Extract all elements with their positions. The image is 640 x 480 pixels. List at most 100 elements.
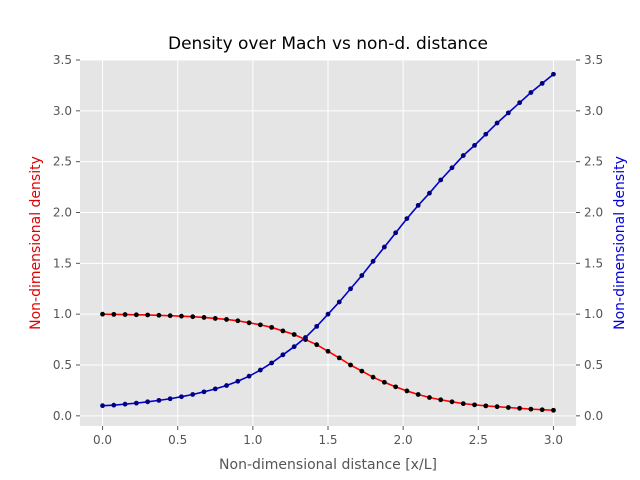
series-2-point [122,401,128,407]
series-1-point [133,312,139,318]
series-1-point [370,374,376,380]
series-1-point [551,407,556,413]
chart-title: Density over Mach vs non-d. distance [168,34,488,54]
series-1-point [190,314,196,320]
y-axis-label-left: Non-dimensional density [28,156,44,330]
series-2-point [257,367,263,373]
series-2-point [100,403,105,409]
series-1-point [111,311,117,317]
y-axis-label-right: Non-dimensional density [612,156,628,330]
series-2-point [415,202,421,208]
y-tick-label-right: 2.5 [584,155,603,169]
series-1-point [494,404,500,410]
series-2-point [303,335,308,340]
series-2-point [269,360,275,366]
series-1-point [427,395,432,400]
series-2-point [133,400,139,406]
series-1-point [156,312,162,318]
series-2-point [528,90,534,95]
series-2-point [280,352,286,358]
y-tick-label-right: 0.5 [584,358,603,372]
series-2-point [393,230,399,236]
series-2-point [224,383,229,388]
series-2-point [190,392,196,397]
y-tick-label-right: 1.0 [584,307,603,321]
y-tick-label-left: 1.5 [53,256,72,270]
series-1-point [269,324,275,330]
series-2-point [460,153,466,158]
series-1-point [528,406,534,412]
series-1-point [539,407,545,413]
series-2-point [359,273,365,278]
y-tick-label-left: 3.5 [53,53,72,67]
series-1-point [100,311,105,317]
series-1-point [280,328,286,334]
series-2-point [111,402,117,408]
series-1-point [246,320,252,326]
y-tick-label-left: 0.5 [53,358,72,372]
series-1-point [517,405,523,411]
series-1-point [438,397,444,403]
series-1-point [257,322,263,328]
series-2-point [427,190,432,196]
y-tick-label-right: 1.5 [584,256,603,270]
series-layer [100,71,556,413]
series-2-point [145,399,151,405]
series-1-point [314,342,320,348]
series-1-point [235,318,241,324]
y-tick-label-right: 0.0 [584,409,603,423]
series-2-point [156,397,162,403]
series-2-point [483,131,489,137]
ticks: 0.0 0.5 1.0 1.5 2.0 2.5 3.0 0.0 0.5 1.0 1.5 2.0 2.5 3… [53,53,603,447]
series-2-point [201,389,207,395]
series-1-point [212,316,218,321]
y-tick-label-left: 1.0 [53,307,72,321]
y-tick-label-right: 2.0 [584,206,603,220]
series-2-point [246,373,252,379]
series-2-point [348,286,353,292]
x-axis-label: Non-dimensional distance [x/L] [219,457,437,473]
x-tick-label: 2.5 [469,433,488,447]
series-2-point [314,323,320,329]
series-1-point [122,312,128,317]
y-tick-label-left: 2.0 [53,206,72,220]
y-tick-label-left: 0.0 [53,409,72,423]
series-2-point [551,71,556,77]
series-1-point [415,392,421,397]
series-1-point [145,312,151,318]
series-1-point [381,379,387,385]
series-1-point [291,332,297,337]
x-tick-label: 0.0 [93,433,112,447]
series-2-point [179,394,184,400]
series-1-point [505,405,511,410]
series-2-point [539,80,545,86]
series-2-point [325,311,331,317]
series-1-point [325,348,331,354]
x-tick-label: 2.0 [394,433,413,447]
series-1-point [167,313,173,319]
series-2-point [472,143,477,148]
y-tick-label-left: 2.5 [53,155,72,169]
x-tick-label: 0.5 [168,433,187,447]
series-1-point [359,368,365,374]
y-tick-label-left: 3.0 [53,104,72,118]
series-1-point [404,388,410,394]
series-2-point [505,110,511,116]
series-2-point [212,386,218,392]
series-2-point [235,378,241,384]
y-tick-label-right: 3.0 [584,104,603,118]
series-1-point [201,315,207,320]
x-tick-label: 3.0 [544,433,563,447]
series-2-point [167,396,173,402]
x-tick-label: 1.5 [318,433,337,447]
series-2-point [336,299,342,305]
series-1-point [393,384,399,390]
x-tick-label: 1.0 [243,433,262,447]
series-2-point [404,216,410,222]
series-1-point [483,403,489,409]
series-2-point [291,344,297,350]
series-2-point [370,258,376,264]
series-1-point [336,355,342,361]
series-2-point [438,177,444,183]
